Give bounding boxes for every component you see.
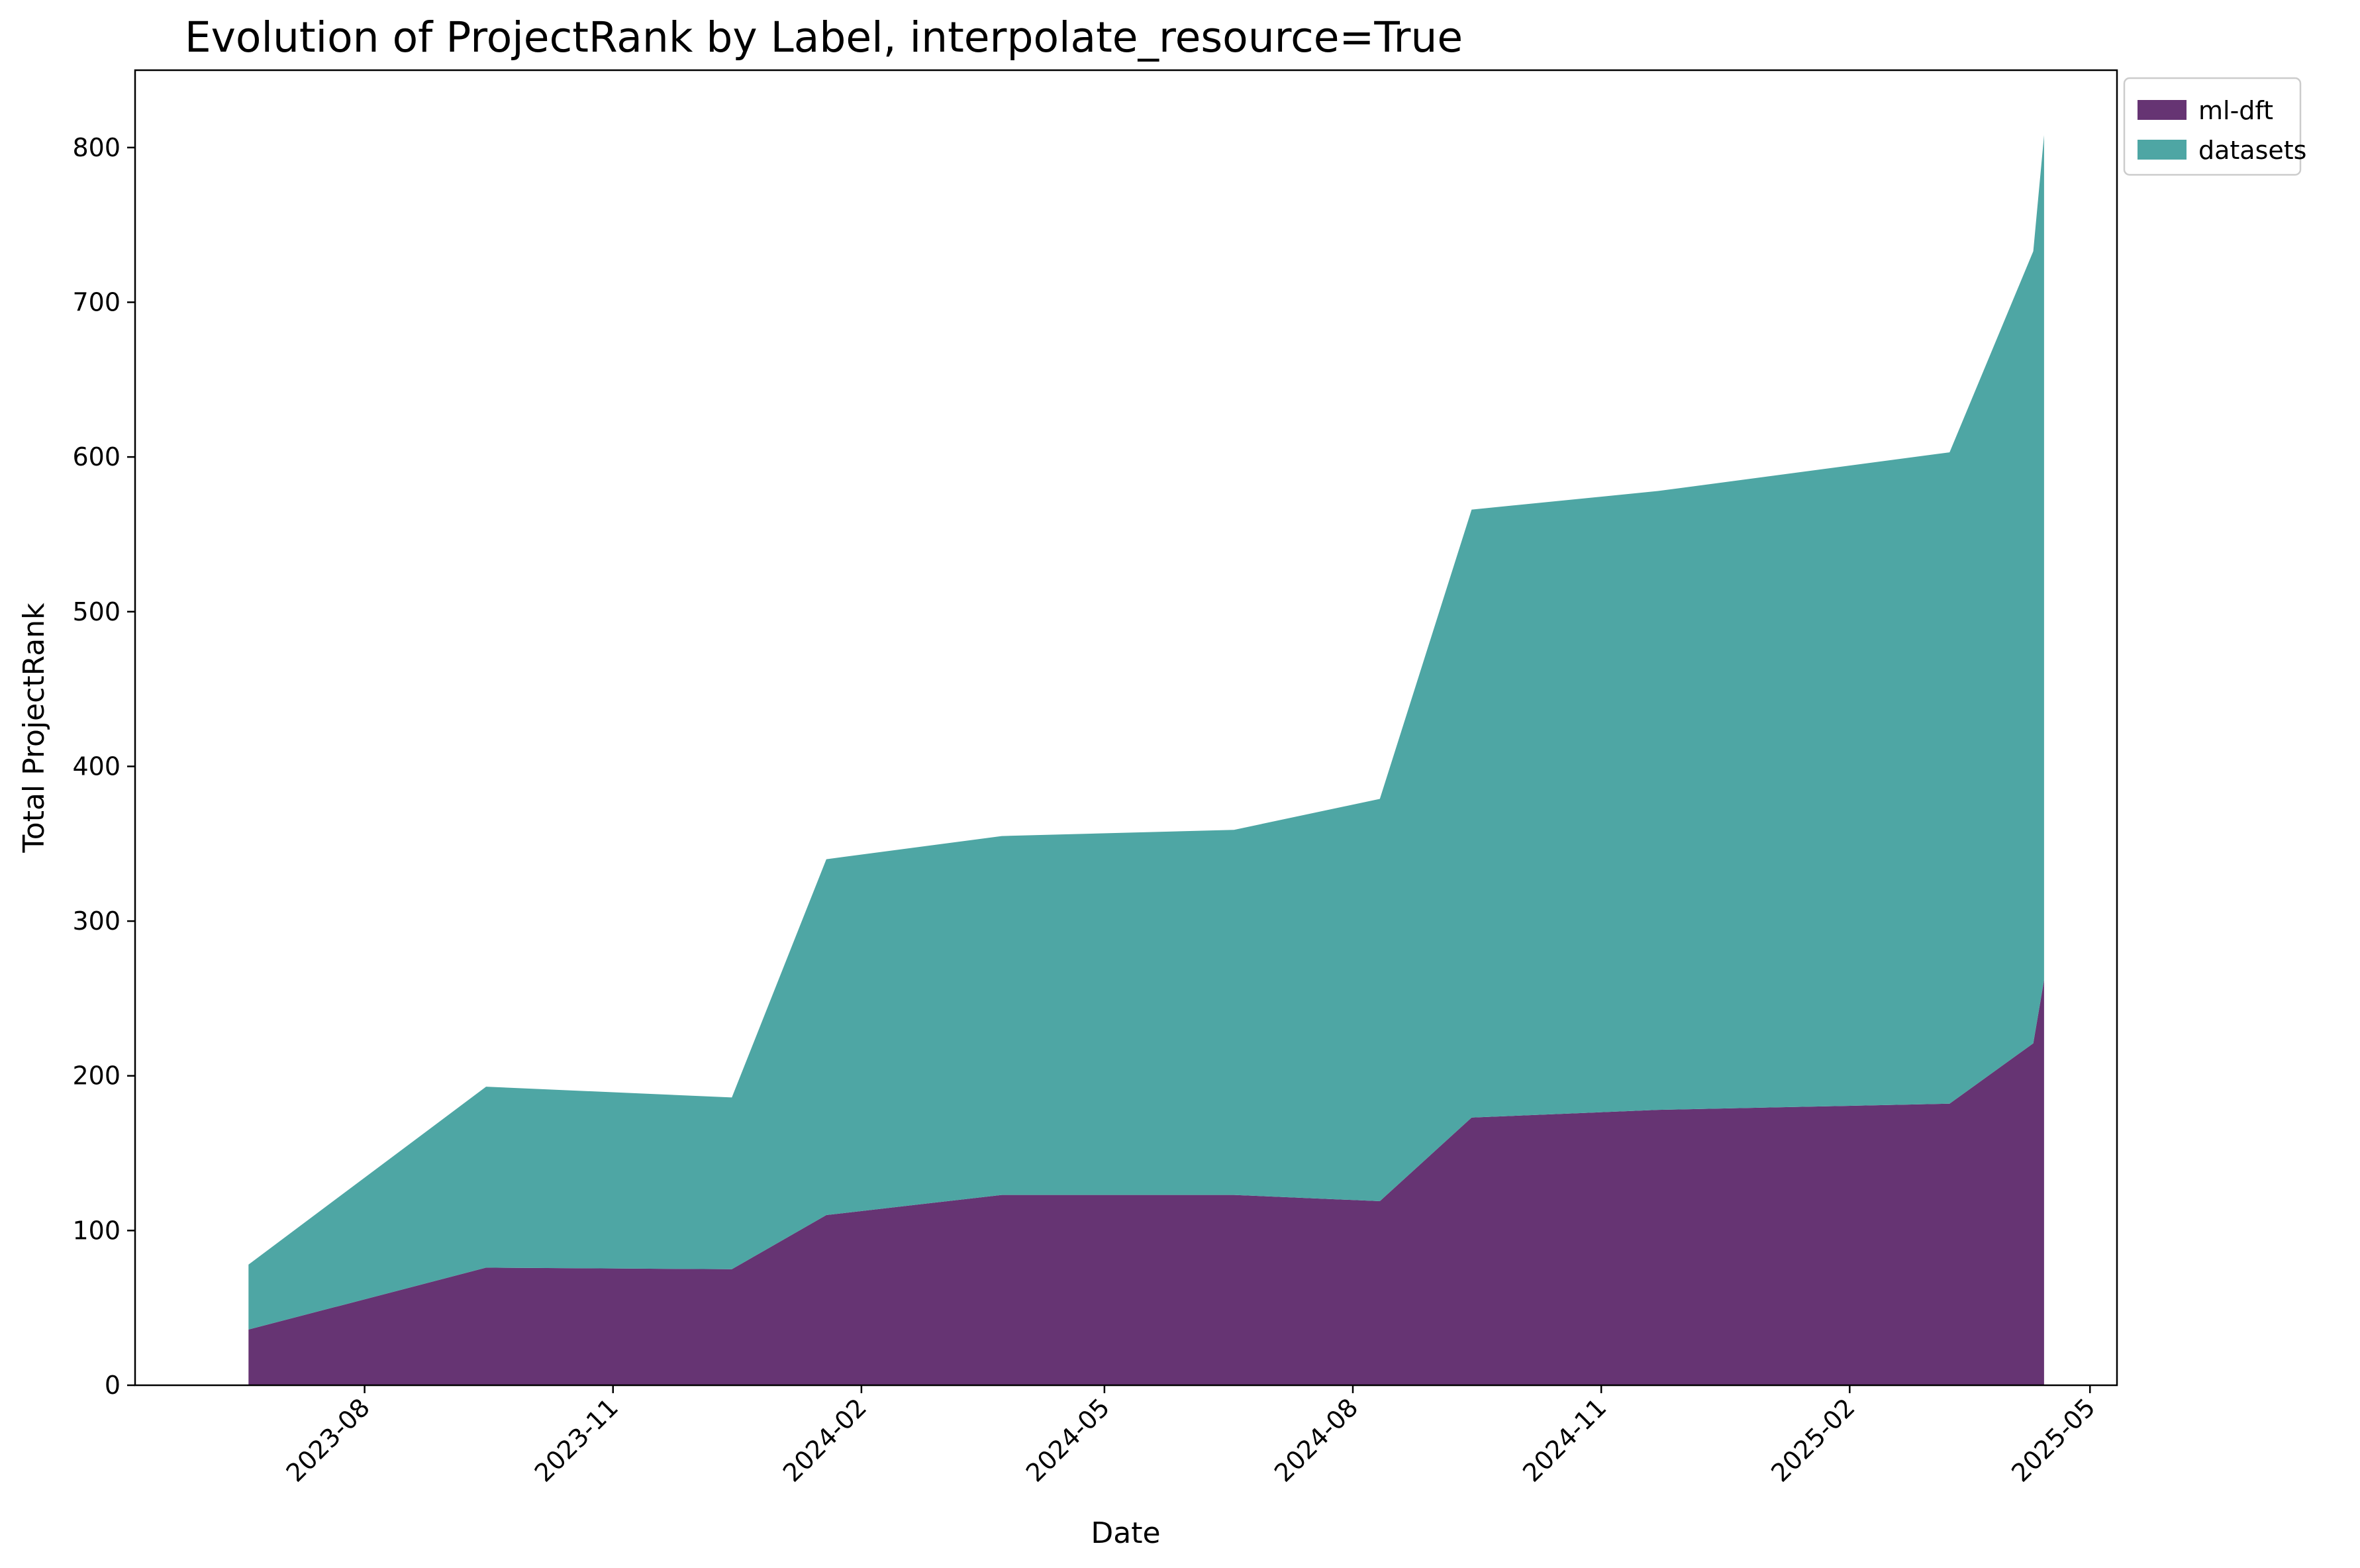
y-tick-label: 400 bbox=[72, 752, 121, 781]
y-tick-label: 100 bbox=[72, 1216, 121, 1245]
x-tick-label: 2024-02 bbox=[777, 1393, 872, 1487]
x-tick-label: 2024-05 bbox=[1020, 1393, 1115, 1487]
legend-swatch-ml-dft bbox=[2138, 100, 2187, 120]
x-tick-label: 2024-08 bbox=[1269, 1393, 1363, 1487]
legend-label-ml-dft: ml-dft bbox=[2198, 96, 2273, 125]
y-tick-label: 700 bbox=[72, 287, 121, 317]
x-tick-label: 2024-11 bbox=[1517, 1393, 1612, 1487]
y-tick-label: 0 bbox=[105, 1371, 121, 1400]
y-tick-label: 200 bbox=[72, 1061, 121, 1091]
y-tick-label: 300 bbox=[72, 906, 121, 936]
x-tick-label: 2025-02 bbox=[1765, 1393, 1860, 1487]
x-tick-label: 2023-11 bbox=[529, 1393, 624, 1487]
area-ml-dft bbox=[248, 979, 2044, 1385]
y-tick-label: 500 bbox=[72, 597, 121, 626]
x-tick-label: 2023-08 bbox=[281, 1393, 375, 1487]
x-axis: 2023-08 2023-11 2024-02 2024-05 2024-08 2024-… bbox=[281, 1385, 2101, 1488]
plot-area bbox=[248, 135, 2044, 1385]
y-tick-label: 800 bbox=[72, 133, 121, 162]
legend-swatch-datasets bbox=[2138, 140, 2187, 160]
x-tick-label: 2025-05 bbox=[2006, 1393, 2100, 1487]
y-axis: 0 100 200 300 400 500 600 700 800 bbox=[72, 133, 135, 1400]
area-datasets bbox=[248, 135, 2044, 1330]
y-axis-label: Total ProjectRank bbox=[17, 603, 51, 854]
chart-title: Evolution of ProjectRank by Label, inter… bbox=[185, 13, 1463, 62]
legend-label-datasets: datasets bbox=[2198, 136, 2306, 165]
x-axis-label: Date bbox=[1091, 1516, 1160, 1550]
y-tick-label: 600 bbox=[72, 442, 121, 471]
plot-frame bbox=[134, 69, 2118, 1387]
legend: ml-dft datasets bbox=[2123, 77, 2306, 176]
